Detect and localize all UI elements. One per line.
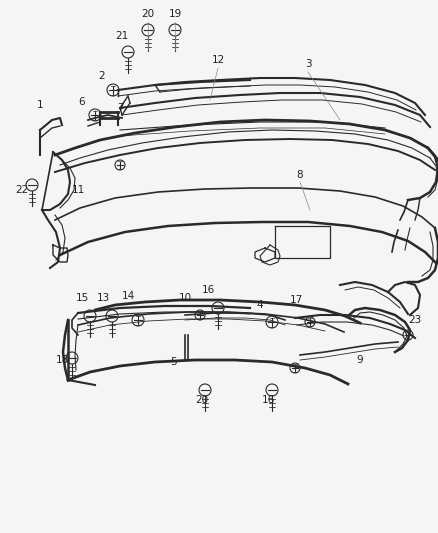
Text: 5: 5 bbox=[170, 357, 177, 367]
Text: 10: 10 bbox=[178, 293, 191, 303]
Text: 21: 21 bbox=[115, 31, 128, 41]
Text: 19: 19 bbox=[168, 9, 181, 19]
Text: 11: 11 bbox=[71, 185, 85, 195]
Text: 12: 12 bbox=[211, 55, 224, 65]
Text: 18: 18 bbox=[55, 355, 68, 365]
Text: 20: 20 bbox=[141, 9, 154, 19]
Text: 9: 9 bbox=[356, 355, 363, 365]
Text: 8: 8 bbox=[296, 170, 303, 180]
Text: 7: 7 bbox=[117, 103, 123, 113]
Text: 1: 1 bbox=[37, 100, 43, 110]
Text: 23: 23 bbox=[407, 315, 420, 325]
Text: 15: 15 bbox=[75, 293, 88, 303]
Text: 20: 20 bbox=[195, 395, 208, 405]
Text: 6: 6 bbox=[78, 97, 85, 107]
Text: 22: 22 bbox=[15, 185, 28, 195]
Text: 14: 14 bbox=[121, 291, 134, 301]
Text: 17: 17 bbox=[289, 295, 302, 305]
Text: 16: 16 bbox=[201, 285, 214, 295]
Text: 16: 16 bbox=[261, 395, 274, 405]
Text: 4: 4 bbox=[256, 300, 263, 310]
Text: 3: 3 bbox=[304, 59, 311, 69]
Text: 13: 13 bbox=[96, 293, 110, 303]
Text: 2: 2 bbox=[99, 71, 105, 81]
